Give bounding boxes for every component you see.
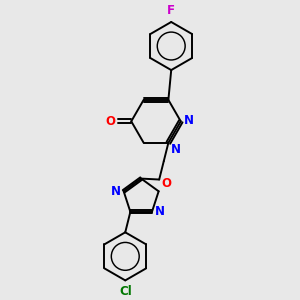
Text: F: F bbox=[167, 4, 175, 17]
Text: N: N bbox=[111, 185, 121, 198]
Text: O: O bbox=[105, 115, 116, 128]
Text: O: O bbox=[161, 177, 171, 190]
Text: N: N bbox=[184, 114, 194, 127]
Text: N: N bbox=[154, 205, 164, 218]
Text: N: N bbox=[171, 143, 181, 156]
Text: Cl: Cl bbox=[119, 285, 132, 298]
